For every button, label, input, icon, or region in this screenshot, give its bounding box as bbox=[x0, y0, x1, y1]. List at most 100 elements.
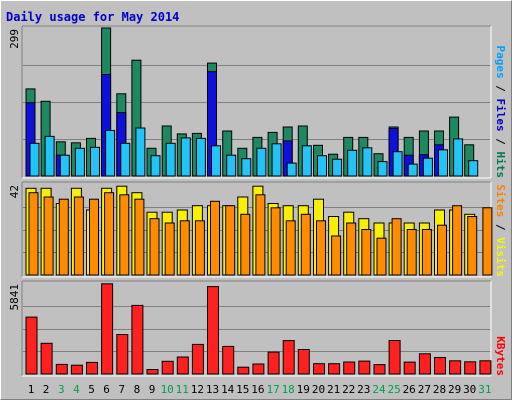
x-tick-label: 8 bbox=[134, 383, 141, 396]
bar-pages bbox=[181, 138, 190, 176]
bar-pages bbox=[196, 138, 205, 176]
x-tick-label: 5 bbox=[88, 383, 95, 396]
legend-item: KBytes bbox=[494, 336, 507, 376]
bar-sites bbox=[241, 214, 250, 275]
bar-kbytes bbox=[404, 362, 415, 374]
bar-pages bbox=[302, 146, 311, 176]
bar-pages bbox=[363, 148, 372, 176]
x-tick-label: 28 bbox=[433, 383, 446, 396]
bar-kbytes bbox=[329, 364, 340, 374]
panel-legend: Pages / Files / Hits bbox=[494, 46, 507, 179]
x-tick-label: 23 bbox=[357, 383, 370, 396]
bar-sites bbox=[74, 197, 83, 275]
x-tick-label: 9 bbox=[149, 383, 156, 396]
bar-pages bbox=[408, 164, 417, 176]
x-tick-label: 20 bbox=[312, 383, 325, 396]
bar-kbytes bbox=[389, 341, 400, 375]
legend-separator: / bbox=[494, 132, 507, 152]
bar-sites bbox=[347, 223, 356, 275]
bar-sites bbox=[332, 236, 341, 275]
bar-pages bbox=[212, 146, 221, 176]
bar-sites bbox=[453, 206, 462, 275]
bar-sites bbox=[438, 225, 447, 275]
bar-kbytes bbox=[298, 350, 309, 375]
bar-pages bbox=[151, 156, 160, 176]
bar-pages bbox=[378, 162, 387, 176]
x-tick-label: 26 bbox=[403, 383, 416, 396]
bar-kbytes bbox=[208, 287, 219, 374]
bar-pages bbox=[287, 163, 296, 176]
x-tick-label: 19 bbox=[297, 383, 310, 396]
bar-kbytes bbox=[56, 364, 67, 374]
bar-pages bbox=[242, 159, 251, 176]
bar-kbytes bbox=[132, 305, 143, 374]
bar-sites bbox=[59, 199, 68, 275]
bar-sites bbox=[377, 238, 386, 275]
panel-max-label: 42 bbox=[8, 185, 21, 198]
bar-pages bbox=[227, 155, 236, 176]
bar-pages bbox=[272, 144, 281, 176]
bar-sites bbox=[226, 206, 235, 275]
bar-kbytes bbox=[238, 367, 249, 374]
bar-sites bbox=[105, 193, 114, 275]
bar-pages bbox=[121, 143, 130, 176]
bar-pages bbox=[469, 161, 478, 176]
x-tick-label: 16 bbox=[251, 383, 264, 396]
bar-kbytes bbox=[374, 365, 385, 374]
x-tick-label: 29 bbox=[448, 383, 461, 396]
panel-max-label: 299 bbox=[8, 29, 21, 49]
bar-pages bbox=[75, 148, 84, 176]
bar-kbytes bbox=[71, 365, 82, 374]
x-axis-labels: 1 2 3 4 5 6 7 8 9 10 11 12 13 14 15 16 17 18 19 20 21 22 23 24 2… bbox=[28, 383, 492, 396]
bar-pages bbox=[333, 159, 342, 176]
panel-legend: KBytes bbox=[494, 336, 507, 376]
bar-pages bbox=[454, 139, 463, 176]
bar-kbytes bbox=[359, 361, 370, 374]
chart-title: Daily usage for May 2014 bbox=[6, 10, 179, 24]
bar-kbytes bbox=[480, 361, 491, 374]
bar-sites bbox=[392, 219, 401, 275]
panel-kbytes: 5841 KBytes bbox=[8, 281, 507, 376]
bar-kbytes bbox=[192, 344, 203, 374]
bar-pages bbox=[257, 148, 266, 176]
bar-kbytes bbox=[253, 364, 264, 374]
bar-sites bbox=[120, 195, 129, 275]
bar-sites bbox=[407, 230, 416, 276]
x-tick-label: 30 bbox=[463, 383, 476, 396]
bar-sites bbox=[211, 201, 220, 275]
bar-sites bbox=[483, 208, 492, 275]
panel-visits: 42 Sites / Visits bbox=[8, 182, 507, 277]
bar-pages bbox=[348, 150, 357, 176]
bar-kbytes bbox=[117, 335, 128, 375]
bar-sites bbox=[422, 230, 431, 276]
legend-item: Hits bbox=[494, 152, 507, 179]
x-tick-label: 13 bbox=[206, 383, 219, 396]
x-tick-label: 24 bbox=[372, 383, 386, 396]
legend-item: Files bbox=[494, 99, 507, 132]
bar-kbytes bbox=[147, 370, 158, 375]
bar-kbytes bbox=[435, 358, 446, 375]
x-tick-label: 6 bbox=[103, 383, 110, 396]
x-tick-label: 4 bbox=[73, 383, 80, 396]
bar-pages bbox=[136, 128, 145, 176]
legend-separator: / bbox=[494, 79, 507, 99]
bar-pages bbox=[91, 147, 100, 176]
panel-max-label: 5841 bbox=[8, 284, 21, 311]
x-tick-label: 18 bbox=[282, 383, 295, 396]
bar-sites bbox=[301, 214, 310, 275]
x-tick-label: 11 bbox=[176, 383, 189, 396]
bar-sites bbox=[165, 223, 174, 275]
bar-kbytes bbox=[26, 317, 37, 374]
x-tick-label: 22 bbox=[342, 383, 355, 396]
bar-sites bbox=[195, 221, 204, 275]
bar-sites bbox=[29, 193, 38, 275]
bar-pages bbox=[423, 158, 432, 176]
x-tick-label: 12 bbox=[191, 383, 204, 396]
bar-pages bbox=[45, 136, 54, 176]
panel-legend: Sites / Visits bbox=[494, 184, 507, 277]
bar-pages bbox=[30, 143, 39, 176]
legend-separator: / bbox=[494, 217, 507, 237]
x-tick-label: 14 bbox=[221, 383, 235, 396]
